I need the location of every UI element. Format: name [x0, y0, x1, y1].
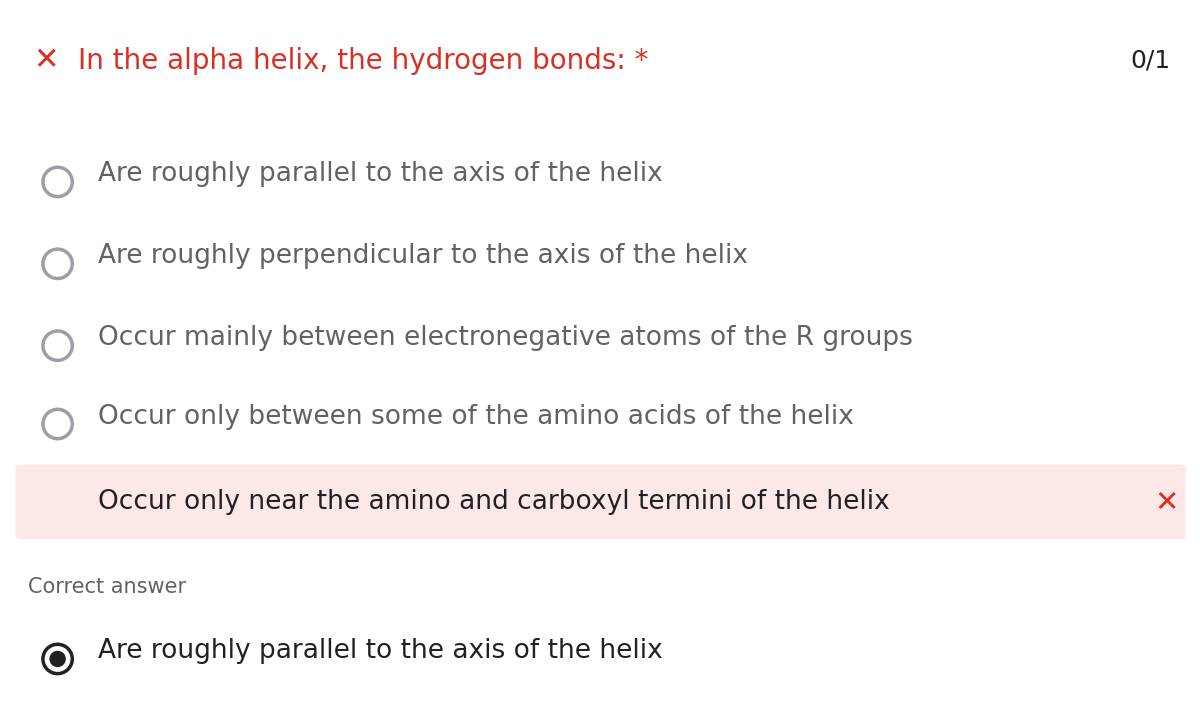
Text: Correct answer: Correct answer: [28, 577, 186, 597]
Text: Occur mainly between electronegative atoms of the R groups: Occur mainly between electronegative ato…: [98, 325, 913, 351]
Text: 0/1: 0/1: [1130, 48, 1170, 73]
Text: Are roughly parallel to the axis of the helix: Are roughly parallel to the axis of the …: [98, 162, 664, 187]
Text: Are roughly perpendicular to the axis of the helix: Are roughly perpendicular to the axis of…: [98, 244, 749, 269]
Text: Occur only near the amino and carboxyl termini of the helix: Occur only near the amino and carboxyl t…: [98, 489, 890, 515]
Text: In the alpha helix, the hydrogen bonds: *: In the alpha helix, the hydrogen bonds: …: [78, 46, 648, 75]
Circle shape: [49, 651, 66, 667]
Circle shape: [49, 501, 66, 518]
Text: ✕: ✕: [32, 46, 59, 75]
Text: Occur only between some of the amino acids of the helix: Occur only between some of the amino aci…: [98, 404, 854, 429]
Text: ✕: ✕: [1154, 488, 1178, 516]
Text: Are roughly parallel to the axis of the helix: Are roughly parallel to the axis of the …: [98, 639, 664, 664]
